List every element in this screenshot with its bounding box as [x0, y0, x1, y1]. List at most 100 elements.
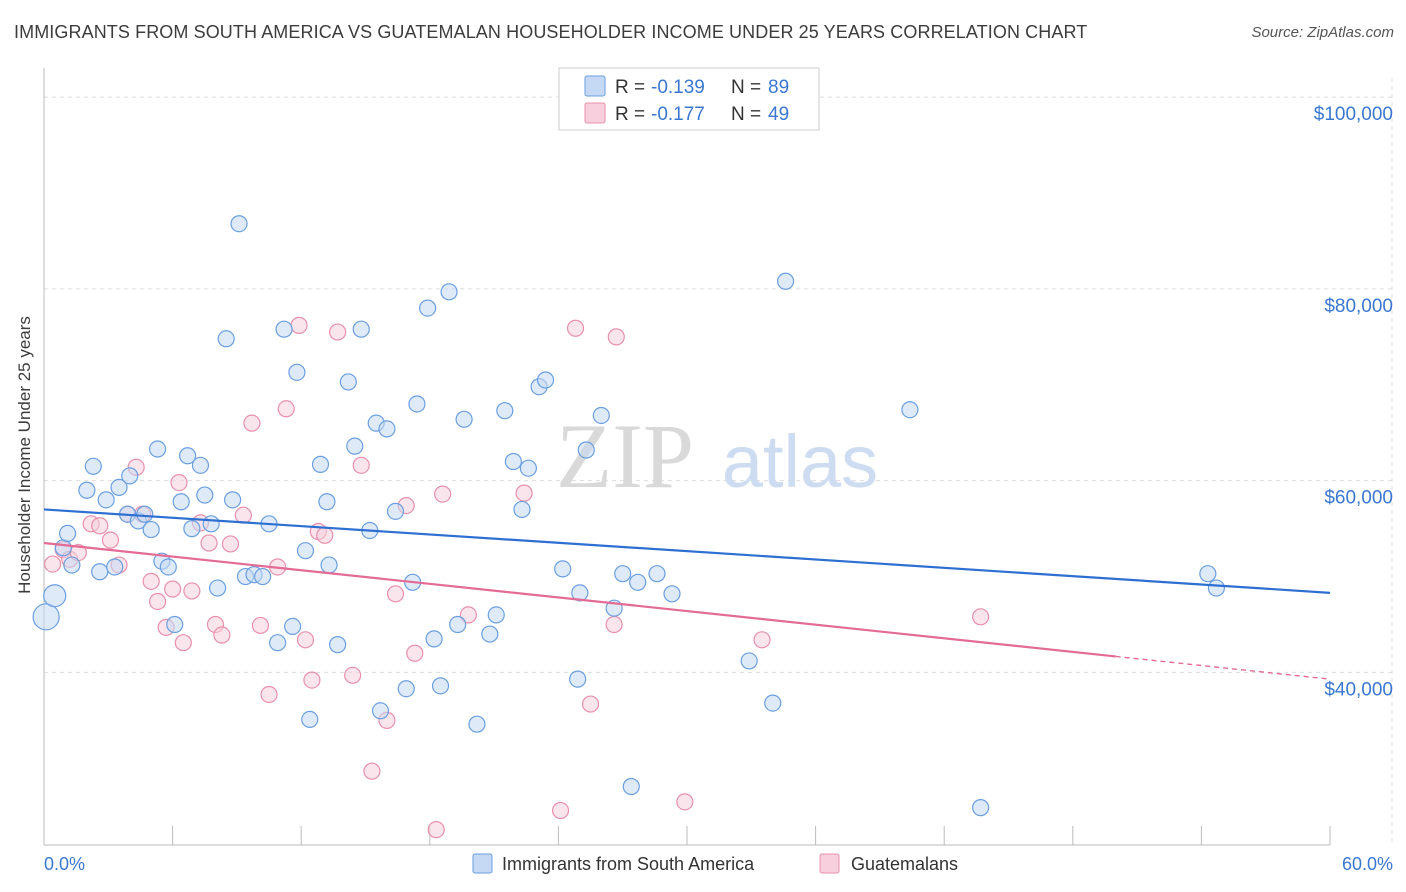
point-guatemalans	[251, 616, 270, 635]
point-south-america	[191, 456, 210, 474]
point-guatemalans	[972, 608, 990, 626]
point-south-america	[468, 715, 486, 733]
y-tick-label: $60,000	[1324, 488, 1393, 509]
legend-n-value-1: 89	[768, 77, 789, 98]
point-south-america	[78, 481, 96, 499]
point-south-america	[577, 441, 595, 459]
y-tick-label: $80,000	[1324, 296, 1393, 317]
point-south-america	[764, 694, 782, 712]
point-south-america	[110, 478, 128, 496]
point-south-america	[519, 459, 537, 477]
point-south-america	[136, 505, 154, 523]
point-guatemalans	[607, 328, 625, 346]
series-legend-swatch-blue	[472, 853, 493, 874]
point-south-america	[419, 299, 437, 317]
series-legend: Immigrants from South America Guatemalan…	[472, 853, 958, 874]
point-south-america	[91, 563, 109, 581]
point-guatemalans	[277, 400, 295, 418]
series-legend-label-1: Immigrants from South America	[502, 854, 755, 874]
point-south-america	[288, 363, 306, 381]
point-guatemalans	[221, 535, 240, 553]
point-south-america	[217, 330, 235, 348]
point-south-america	[339, 373, 357, 391]
point-guatemalans	[515, 484, 533, 502]
legend-swatch-blue	[584, 75, 606, 97]
point-south-america	[296, 542, 315, 560]
legend-swatch-pink	[584, 102, 606, 124]
point-guatemalans	[148, 592, 167, 611]
point-guatemalans	[329, 323, 347, 341]
point-guatemalans	[566, 319, 585, 337]
point-south-america	[972, 799, 990, 817]
point-guatemalans	[386, 585, 405, 603]
point-south-america	[487, 606, 505, 624]
point-south-america	[536, 371, 555, 389]
legend-n-value-2: 49	[768, 104, 789, 125]
legend-r-value-2: -0.177	[651, 104, 705, 125]
point-south-america	[301, 710, 319, 729]
point-south-america	[513, 500, 531, 519]
legend-n-label-1: N =	[731, 77, 761, 98]
point-guatemalans	[296, 631, 315, 649]
point-south-america	[571, 584, 589, 602]
point-south-america	[378, 420, 396, 438]
point-south-america	[63, 556, 81, 574]
point-south-america	[346, 437, 364, 455]
stats-legend: R = -0.139 N = 89 R = -0.177 N = 49	[558, 67, 820, 131]
y-axis-label: Householder Income Under 25 years	[15, 316, 34, 594]
point-south-america	[209, 579, 227, 597]
point-guatemalans	[581, 695, 600, 713]
point-guatemalans	[164, 580, 182, 598]
point-guatemalans	[352, 456, 370, 474]
x-tick-label: 0.0%	[44, 854, 85, 874]
point-south-america	[622, 777, 640, 796]
x-tick-label: 60.0%	[1342, 854, 1393, 874]
point-south-america	[504, 452, 522, 471]
legend-n-label-2: N =	[731, 104, 761, 125]
point-south-america	[320, 556, 338, 574]
point-guatemalans	[427, 821, 445, 839]
point-guatemalans	[303, 671, 321, 689]
point-guatemalans	[753, 631, 771, 649]
point-guatemalans	[101, 531, 120, 549]
point-guatemalans	[234, 506, 252, 524]
point-south-america	[740, 652, 758, 670]
watermark-zip: ZIP	[556, 405, 694, 507]
point-guatemalans	[316, 526, 334, 544]
point-south-america	[311, 455, 330, 473]
y-tick-label: $40,000	[1324, 679, 1393, 700]
point-south-america	[84, 457, 102, 475]
point-south-america	[481, 625, 499, 643]
trend-line-south-america	[43, 508, 1331, 594]
point-guatemalans	[91, 517, 109, 535]
point-south-america	[496, 402, 514, 420]
point-guatemalans	[243, 414, 261, 432]
source-note: Source: ZipAtlas.com	[1251, 24, 1394, 41]
point-guatemalans	[43, 555, 62, 573]
point-south-america	[569, 670, 587, 688]
point-south-america	[58, 524, 77, 543]
point-south-america	[614, 565, 632, 583]
legend-r-value-1: -0.139	[651, 77, 705, 98]
point-guatemalans	[213, 626, 231, 644]
series-legend-swatch-pink	[819, 853, 840, 874]
point-guatemalans	[142, 572, 160, 590]
trend-line-guatemalans	[43, 541, 1116, 658]
point-south-america	[408, 395, 426, 413]
point-south-america	[440, 283, 458, 301]
point-south-america	[106, 558, 124, 576]
point-south-america	[254, 567, 272, 586]
point-guatemalans	[183, 582, 201, 600]
point-south-america	[179, 447, 197, 465]
point-guatemalans	[174, 634, 192, 652]
point-south-america	[159, 558, 177, 576]
watermark: ZIP atlas	[556, 405, 878, 507]
point-south-america	[371, 702, 390, 720]
point-south-america	[1207, 579, 1226, 597]
point-south-america	[449, 615, 467, 634]
point-south-america	[32, 603, 60, 631]
point-guatemalans	[551, 801, 570, 820]
point-south-america	[284, 617, 302, 636]
legend-r-label-1: R =	[615, 77, 645, 98]
